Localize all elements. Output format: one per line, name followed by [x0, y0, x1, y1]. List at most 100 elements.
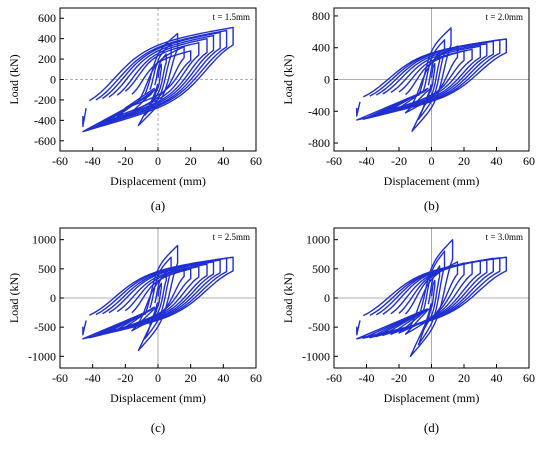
loop-cycle-4	[409, 239, 454, 357]
panel-caption: (a)	[151, 198, 165, 213]
y-tick-label: 200	[38, 52, 56, 66]
y-tick-label: 0	[50, 291, 56, 305]
thickness-annotation: t = 1.5mm	[213, 12, 250, 22]
x-tick-label: -60	[52, 154, 68, 168]
y-tick-label: -1000	[302, 349, 330, 363]
loop-cycle-7	[390, 48, 473, 111]
x-tick-label: -60	[326, 154, 342, 168]
x-tick-label: -40	[85, 154, 101, 168]
loop-cycle-5	[404, 261, 459, 335]
loop-cycle-8	[108, 263, 208, 333]
x-tick-label: 20	[458, 154, 470, 168]
x-tick-label: -40	[85, 371, 101, 385]
loop-cycle-11	[88, 29, 228, 130]
loop-cycle-10	[369, 257, 494, 339]
y-tick-label: 600	[38, 11, 56, 25]
y-tick-label: 500	[38, 262, 56, 276]
x-tick-label: -20	[117, 154, 133, 168]
x-tick-label: 20	[458, 371, 470, 385]
chart-panel-4: -60 -40 -20 0 20 40 60 -1000 -500 0 500 1000 Displac…	[281, 227, 535, 435]
x-tick-label: -60	[326, 371, 342, 385]
chart-panel-3: -60 -40 -20 0 20 40 60 -1000 -500 0 500 1000 Displac…	[7, 227, 262, 435]
loop-cycle-9	[101, 34, 215, 125]
y-tick-label: 1000	[32, 233, 56, 247]
panel-caption: (b)	[424, 198, 439, 213]
x-tick-label: 40	[491, 154, 503, 168]
x-tick-label: 20	[185, 154, 197, 168]
loop-cycle-3	[144, 256, 172, 340]
y-axis-label: Load (kN)	[7, 54, 21, 104]
panel-caption: (d)	[424, 420, 439, 435]
loop-cycle-7	[116, 42, 200, 117]
x-axis-label: Displacement (mm)	[384, 174, 480, 188]
y-tick-label: -500	[308, 320, 330, 334]
y-axis-label: Load (kN)	[7, 273, 21, 323]
y-tick-label: -600	[34, 134, 56, 148]
x-tick-label: -40	[359, 154, 375, 168]
x-tick-label: -20	[391, 371, 407, 385]
y-tick-label: 1000	[306, 233, 330, 247]
loop-cycle-5	[404, 45, 459, 114]
y-tick-label: 0	[324, 73, 330, 87]
loop-tail	[356, 320, 361, 336]
hysteresis-curves	[82, 26, 234, 133]
thickness-annotation: t = 2.5mm	[213, 232, 250, 242]
x-tick-label: 40	[217, 154, 229, 168]
loop-cycle-4	[411, 27, 452, 132]
loop-tail	[82, 320, 87, 336]
thickness-annotation: t = 3.0mm	[486, 232, 523, 242]
loop-cycle-3	[144, 43, 172, 116]
x-tick-label: 60	[250, 371, 262, 385]
loop-cycle-12	[356, 38, 507, 121]
x-axis-label: Displacement (mm)	[384, 391, 480, 405]
hysteresis-curves	[356, 239, 507, 357]
x-tick-label: 0	[429, 371, 435, 385]
y-tick-label: -500	[34, 320, 56, 334]
loop-cycle-12	[82, 256, 234, 340]
y-tick-label: 800	[312, 9, 330, 23]
y-tick-label: 400	[38, 32, 56, 46]
y-tick-label: 0	[50, 73, 56, 87]
loop-cycle-12	[82, 26, 234, 133]
panel-caption: (c)	[151, 420, 165, 435]
chart-panel-2: -60 -40 -20 0 20 40 60 -800 -400 0 400 800 Displacem…	[281, 7, 535, 213]
y-tick-label: -400	[34, 113, 56, 127]
y-tick-label: 400	[312, 41, 330, 55]
y-tick-label: -1000	[28, 349, 56, 363]
x-tick-label: 60	[523, 154, 535, 168]
loop-cycle-4	[137, 32, 179, 127]
x-tick-label: -20	[391, 154, 407, 168]
x-tick-label: 60	[250, 154, 262, 168]
x-tick-label: -20	[117, 371, 133, 385]
x-tick-label: 60	[523, 371, 535, 385]
loop-cycle-5	[131, 264, 185, 332]
y-tick-label: -200	[34, 93, 56, 107]
x-tick-label: 20	[185, 371, 197, 385]
hysteresis-curves	[356, 27, 507, 132]
x-tick-label: 0	[155, 154, 161, 168]
loop-cycle-8	[382, 45, 481, 114]
x-tick-label: 40	[491, 371, 503, 385]
x-tick-label: 0	[429, 154, 435, 168]
hysteresis-curves	[82, 244, 234, 352]
y-tick-label: -400	[308, 104, 330, 118]
loop-cycle-6	[398, 262, 465, 334]
loop-tail	[82, 108, 87, 128]
loop-cycle-7	[390, 261, 473, 335]
loop-cycle-8	[108, 38, 208, 122]
y-tick-label: 0	[324, 291, 330, 305]
x-tick-label: 0	[155, 371, 161, 385]
y-axis-label: Load (kN)	[281, 273, 295, 323]
x-tick-label: -40	[359, 371, 375, 385]
chart-panel-1: -60 -40 -20 0 20 40 60-600-400-2000200400600Di…	[7, 7, 262, 213]
thickness-annotation: t = 2.0mm	[486, 12, 523, 22]
loop-cycle-4	[137, 244, 179, 352]
x-axis-label: Displacement (mm)	[110, 391, 206, 405]
loop-cycle-12	[356, 256, 507, 340]
loop-tail	[356, 101, 361, 117]
y-tick-label: -800	[308, 136, 330, 150]
x-tick-label: 40	[217, 371, 229, 385]
x-axis-label: Displacement (mm)	[110, 174, 206, 188]
